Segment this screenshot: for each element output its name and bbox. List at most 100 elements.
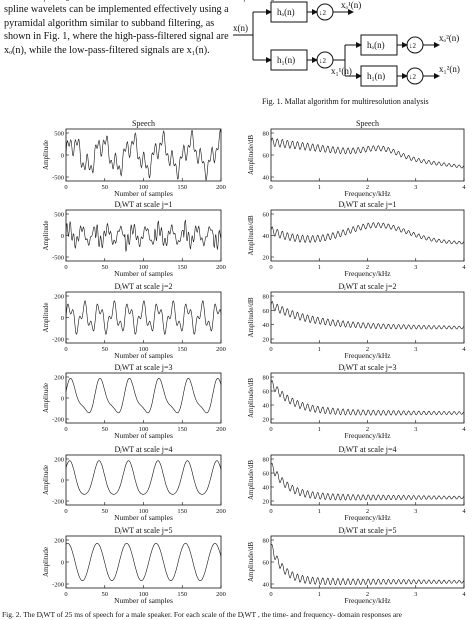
x-tick-label: 0 bbox=[269, 346, 272, 353]
y-tick-label: -200 bbox=[52, 0, 64, 2]
y-tick-label: 500 bbox=[54, 131, 64, 138]
x-tick-label: 3 bbox=[414, 264, 417, 271]
x-tick-label: 0 bbox=[269, 264, 272, 271]
x-tick-label: 3 bbox=[414, 508, 417, 515]
x-tick-label: 4 bbox=[462, 184, 466, 191]
x-axis-label: Number of samples bbox=[114, 596, 173, 605]
x-tick-label: 150 bbox=[177, 508, 187, 515]
x-tick-label: 3 bbox=[414, 591, 417, 598]
x-tick-label: 3 bbox=[414, 426, 417, 433]
series-line bbox=[270, 137, 465, 169]
y-tick-label: 40 bbox=[263, 0, 270, 2]
y-tick-label: 0 bbox=[61, 0, 64, 2]
y-tick-label: 60 bbox=[263, 212, 270, 219]
intermediate-label: x₁¹(n) bbox=[331, 66, 352, 76]
y-axis-label: Amplitude bbox=[42, 547, 50, 577]
x-tick-label: 2 bbox=[366, 426, 369, 433]
x-tick-label: 100 bbox=[139, 508, 149, 515]
y-tick-label: 200 bbox=[54, 0, 64, 2]
chart-title: Speech bbox=[356, 119, 379, 128]
y-tick-label: 200 bbox=[54, 294, 64, 301]
y-tick-label: 0 bbox=[61, 396, 64, 403]
y-tick-label: -200 bbox=[52, 337, 64, 344]
x-tick-label: 1 bbox=[318, 591, 321, 598]
downsample-label: ↓2 bbox=[319, 57, 327, 65]
x-tick-label: 1 bbox=[318, 508, 321, 515]
y-tick-label: -500 bbox=[52, 175, 64, 182]
intro-line: spline wavelets can be implemented effec… bbox=[4, 4, 229, 15]
chart-title: DⱼWT at scale j=5 bbox=[339, 526, 397, 535]
x-tick-label: 100 bbox=[139, 264, 149, 271]
x-tick-label: 1 bbox=[318, 426, 321, 433]
y-tick-label: 20 bbox=[263, 337, 270, 344]
y-tick-label: 40 bbox=[263, 403, 270, 410]
y-tick-label: 40 bbox=[263, 582, 270, 589]
x-tick-label: 100 bbox=[139, 591, 149, 598]
x-tick-label: 50 bbox=[102, 264, 109, 271]
x-tick-label: 200 bbox=[216, 508, 226, 515]
y-tick-label: 80 bbox=[263, 457, 270, 464]
block-label: h₁(n) bbox=[277, 55, 295, 65]
x-tick-label: 50 bbox=[102, 591, 109, 598]
y-tick-label: -200 bbox=[52, 499, 64, 506]
x-tick-label: 3 bbox=[414, 184, 417, 191]
intro-line: shown in Fig. 1, where the high-pass-fil… bbox=[4, 31, 229, 43]
series-line bbox=[65, 543, 222, 582]
y-tick-label: 20 bbox=[263, 499, 270, 506]
y-tick-label: 20 bbox=[263, 417, 270, 424]
x-tick-label: 100 bbox=[139, 346, 149, 353]
y-axis-label: Amplitude/dB bbox=[247, 297, 255, 337]
y-tick-label: 60 bbox=[263, 560, 270, 567]
y-tick-label: 80 bbox=[263, 294, 270, 301]
y-axis-label: Amplitude/dB bbox=[247, 542, 255, 582]
x-tick-label: 0 bbox=[269, 508, 272, 515]
downsample-label: ↓2 bbox=[409, 42, 417, 50]
y-tick-label: 60 bbox=[263, 471, 270, 478]
x-tick-label: 4 bbox=[462, 346, 466, 353]
x-tick-label: 200 bbox=[216, 426, 226, 433]
x-tick-label: 200 bbox=[216, 264, 226, 271]
x-tick-label: 150 bbox=[177, 591, 187, 598]
y-tick-label: 0 bbox=[61, 560, 64, 567]
block-label: hₒ(n) bbox=[277, 7, 295, 17]
x-tick-label: 0 bbox=[269, 184, 272, 191]
x-tick-label: 0 bbox=[64, 184, 67, 191]
y-tick-label: 60 bbox=[263, 389, 270, 396]
downsample-label: ↓2 bbox=[409, 73, 417, 81]
x-tick-label: 2 bbox=[366, 591, 369, 598]
series-line bbox=[270, 380, 465, 416]
x-tick-label: 150 bbox=[177, 184, 187, 191]
x-tick-label: 200 bbox=[216, 591, 226, 598]
y-axis-label: Amplitude bbox=[42, 465, 50, 495]
output-label: xₒ¹(n) bbox=[341, 0, 361, 10]
chart-title: DⱼWT at scale j=2 bbox=[339, 282, 397, 291]
x-tick-label: 100 bbox=[139, 426, 149, 433]
y-tick-label: 0 bbox=[61, 153, 64, 160]
x-tick-label: 150 bbox=[177, 264, 187, 271]
x-tick-label: 0 bbox=[64, 508, 67, 515]
output-label: x₁²(n) bbox=[439, 64, 460, 74]
x-tick-label: 0 bbox=[64, 346, 67, 353]
x-axis-label: Number of samples bbox=[114, 351, 173, 360]
y-axis-label: Amplitude/dB bbox=[247, 135, 255, 175]
x-axis-label: Frequency/kHz bbox=[344, 269, 391, 278]
chart-title: DⱼWT at scale j=2 bbox=[115, 282, 173, 291]
x-tick-label: 1 bbox=[318, 184, 321, 191]
y-tick-label: 0 bbox=[61, 233, 64, 240]
x-axis-label: Number of samples bbox=[114, 189, 173, 198]
block-label: hₒ(n) bbox=[367, 40, 385, 50]
y-tick-label: 80 bbox=[263, 538, 270, 545]
x-tick-label: 3 bbox=[414, 346, 417, 353]
series-line bbox=[65, 377, 222, 414]
intro-line: xₒ(n), while the low-pass-filtered signa… bbox=[4, 44, 210, 56]
x-tick-label: 0 bbox=[64, 264, 67, 271]
y-axis-label: Amplitude bbox=[42, 140, 50, 170]
